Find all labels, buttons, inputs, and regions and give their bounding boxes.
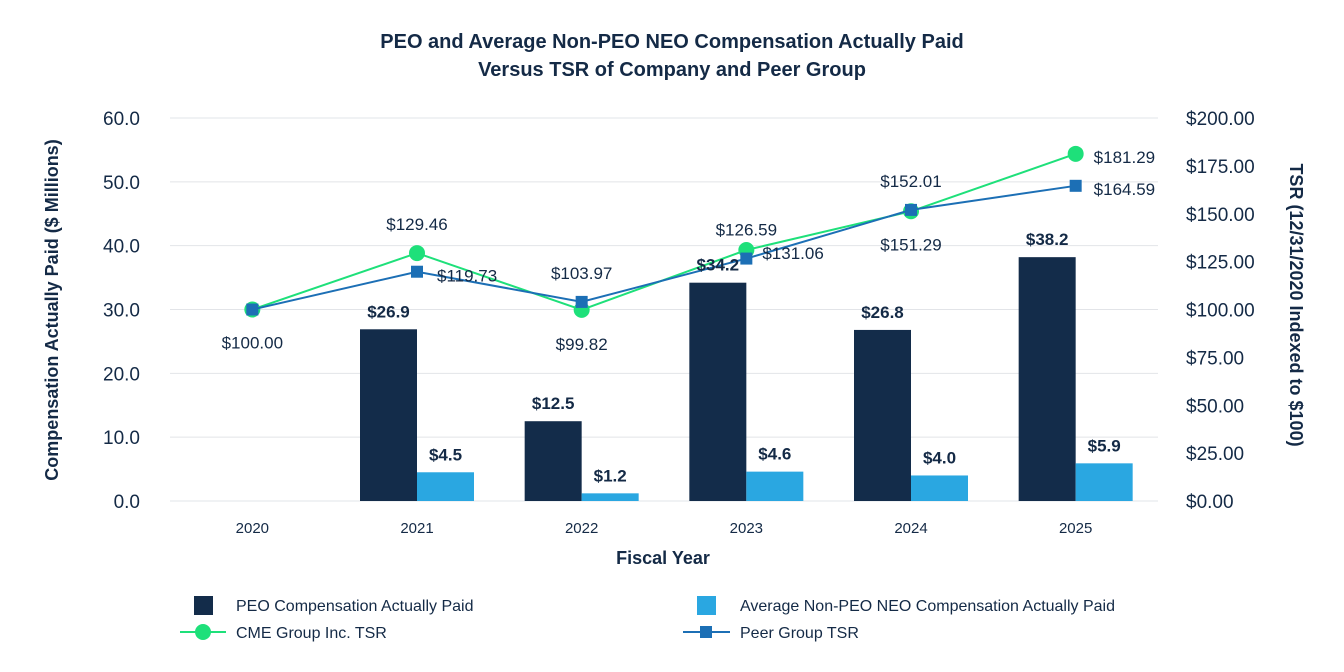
y-tick-label: 20.0 [103, 364, 140, 385]
peer-tsr-label: $126.59 [716, 221, 777, 240]
cme-tsr-point [409, 245, 425, 262]
peer-tsr-point [246, 303, 259, 316]
non-peo-bar-label: $5.9 [1088, 436, 1121, 455]
chart-title-line-1: PEO and Average Non-PEO NEO Compensation… [380, 31, 963, 53]
cme-tsr-label: $100.00 [222, 334, 283, 353]
bar-series [360, 257, 1133, 501]
cme-tsr-label: $131.06 [762, 244, 823, 263]
x-tick-label: 2021 [400, 520, 433, 537]
legend-marker-peer [700, 626, 712, 638]
cme-tsr-label: $99.82 [556, 335, 608, 354]
peo-bar-label: $26.9 [367, 302, 410, 321]
y2-tick-label: $75.00 [1186, 348, 1244, 369]
cme-tsr-label: $129.46 [386, 215, 447, 234]
peer-tsr-label: $103.97 [551, 264, 612, 283]
cme-tsr-label: $151.29 [880, 235, 941, 254]
chart-title-line-2: Versus TSR of Company and Peer Group [478, 59, 866, 81]
cme-tsr-label: $181.29 [1094, 148, 1155, 167]
peo-bar-label: $34.2 [697, 256, 740, 275]
y-tick-label: 60.0 [103, 109, 140, 130]
y-tick-label: 40.0 [103, 237, 140, 258]
line-series [244, 145, 1084, 318]
x-tick-label: 2020 [236, 520, 269, 537]
non-peo-bar [911, 475, 968, 501]
x-axis-ticks: 2020 2021 2022 2023 2024 2025 [236, 520, 1093, 537]
cme-tsr-line [252, 152, 1076, 311]
non-peo-bar [1075, 463, 1133, 501]
cme-tsr-point [1067, 145, 1084, 162]
y2-tick-label: $175.00 [1186, 157, 1255, 178]
non-peo-bar-label: $4.0 [923, 448, 956, 467]
y-tick-label: 30.0 [103, 301, 140, 322]
gridlines [170, 117, 1158, 502]
non-peo-bar-label: $1.2 [594, 466, 627, 485]
legend-label-peer: Peer Group TSR [740, 625, 859, 642]
peer-tsr-label: $119.73 [437, 267, 497, 286]
peer-tsr-point [740, 252, 753, 265]
y2-tick-label: $200.00 [1186, 109, 1255, 130]
peo-bar [360, 329, 417, 501]
peo-bar-label: $26.8 [861, 303, 904, 322]
peer-tsr-label: $164.59 [1094, 180, 1155, 199]
legend: PEO Compensation Actually Paid Average N… [180, 596, 1115, 642]
legend-label-non-peo: Average Non-PEO NEO Compensation Actuall… [740, 598, 1115, 615]
x-axis-title: Fiscal Year [616, 548, 710, 568]
peer-tsr-line [252, 184, 1076, 311]
x-tick-label: 2025 [1059, 520, 1092, 537]
y-tick-label: 10.0 [103, 428, 140, 449]
legend-swatch-non-peo [697, 596, 716, 615]
peer-tsr-point [1069, 179, 1082, 192]
y2-tick-label: $0.00 [1186, 492, 1234, 513]
y2-tick-label: $100.00 [1186, 301, 1255, 322]
non-peo-bar-label: $4.5 [429, 445, 462, 464]
y2-tick-label: $25.00 [1186, 444, 1244, 465]
peo-bar-label: $12.5 [532, 394, 575, 413]
left-axis-ticks: 0.0 10.0 20.0 30.0 40.0 50.0 60.0 [103, 109, 140, 513]
legend-swatch-peo [194, 596, 213, 615]
peer-tsr-point [905, 203, 917, 216]
x-tick-label: 2023 [730, 520, 763, 537]
y-tick-label: 0.0 [114, 492, 140, 513]
y2-tick-label: $150.00 [1186, 205, 1255, 226]
non-peo-bar [746, 471, 804, 501]
y-tick-label: 50.0 [103, 173, 140, 194]
data-labels: $26.9 $12.5 $34.2 $26.8 $38.2 $4.5 $1.2 $4.6 $4.… [222, 148, 1156, 486]
right-axis-ticks: $0.00 $25.00 $50.00 $75.00 $100.00 $125.00 $15… [1186, 109, 1255, 513]
peo-bar [524, 421, 582, 501]
peo-bar [1018, 257, 1076, 501]
legend-label-peo: PEO Compensation Actually Paid [236, 598, 473, 615]
peo-bar [689, 282, 747, 501]
y2-axis-title: TSR (12/31/2020 Indexed to $100) [1286, 163, 1306, 446]
non-peo-bar-label: $4.6 [758, 445, 791, 464]
non-peo-bar [417, 472, 474, 501]
y2-tick-label: $50.00 [1186, 396, 1244, 417]
peo-bar [854, 329, 911, 501]
legend-marker-cme [195, 624, 211, 640]
y2-tick-label: $125.00 [1186, 253, 1255, 274]
x-tick-label: 2022 [565, 520, 598, 537]
peer-tsr-label: $152.01 [880, 172, 941, 191]
y-axis-title: Compensation Actually Paid ($ Millions) [42, 139, 62, 480]
peer-tsr-point [411, 265, 423, 278]
x-tick-label: 2024 [894, 520, 927, 537]
legend-label-cme: CME Group Inc. TSR [236, 625, 387, 642]
peo-bar-label: $38.2 [1026, 230, 1069, 249]
non-peo-bar [581, 493, 639, 501]
peer-tsr-point [575, 295, 588, 308]
